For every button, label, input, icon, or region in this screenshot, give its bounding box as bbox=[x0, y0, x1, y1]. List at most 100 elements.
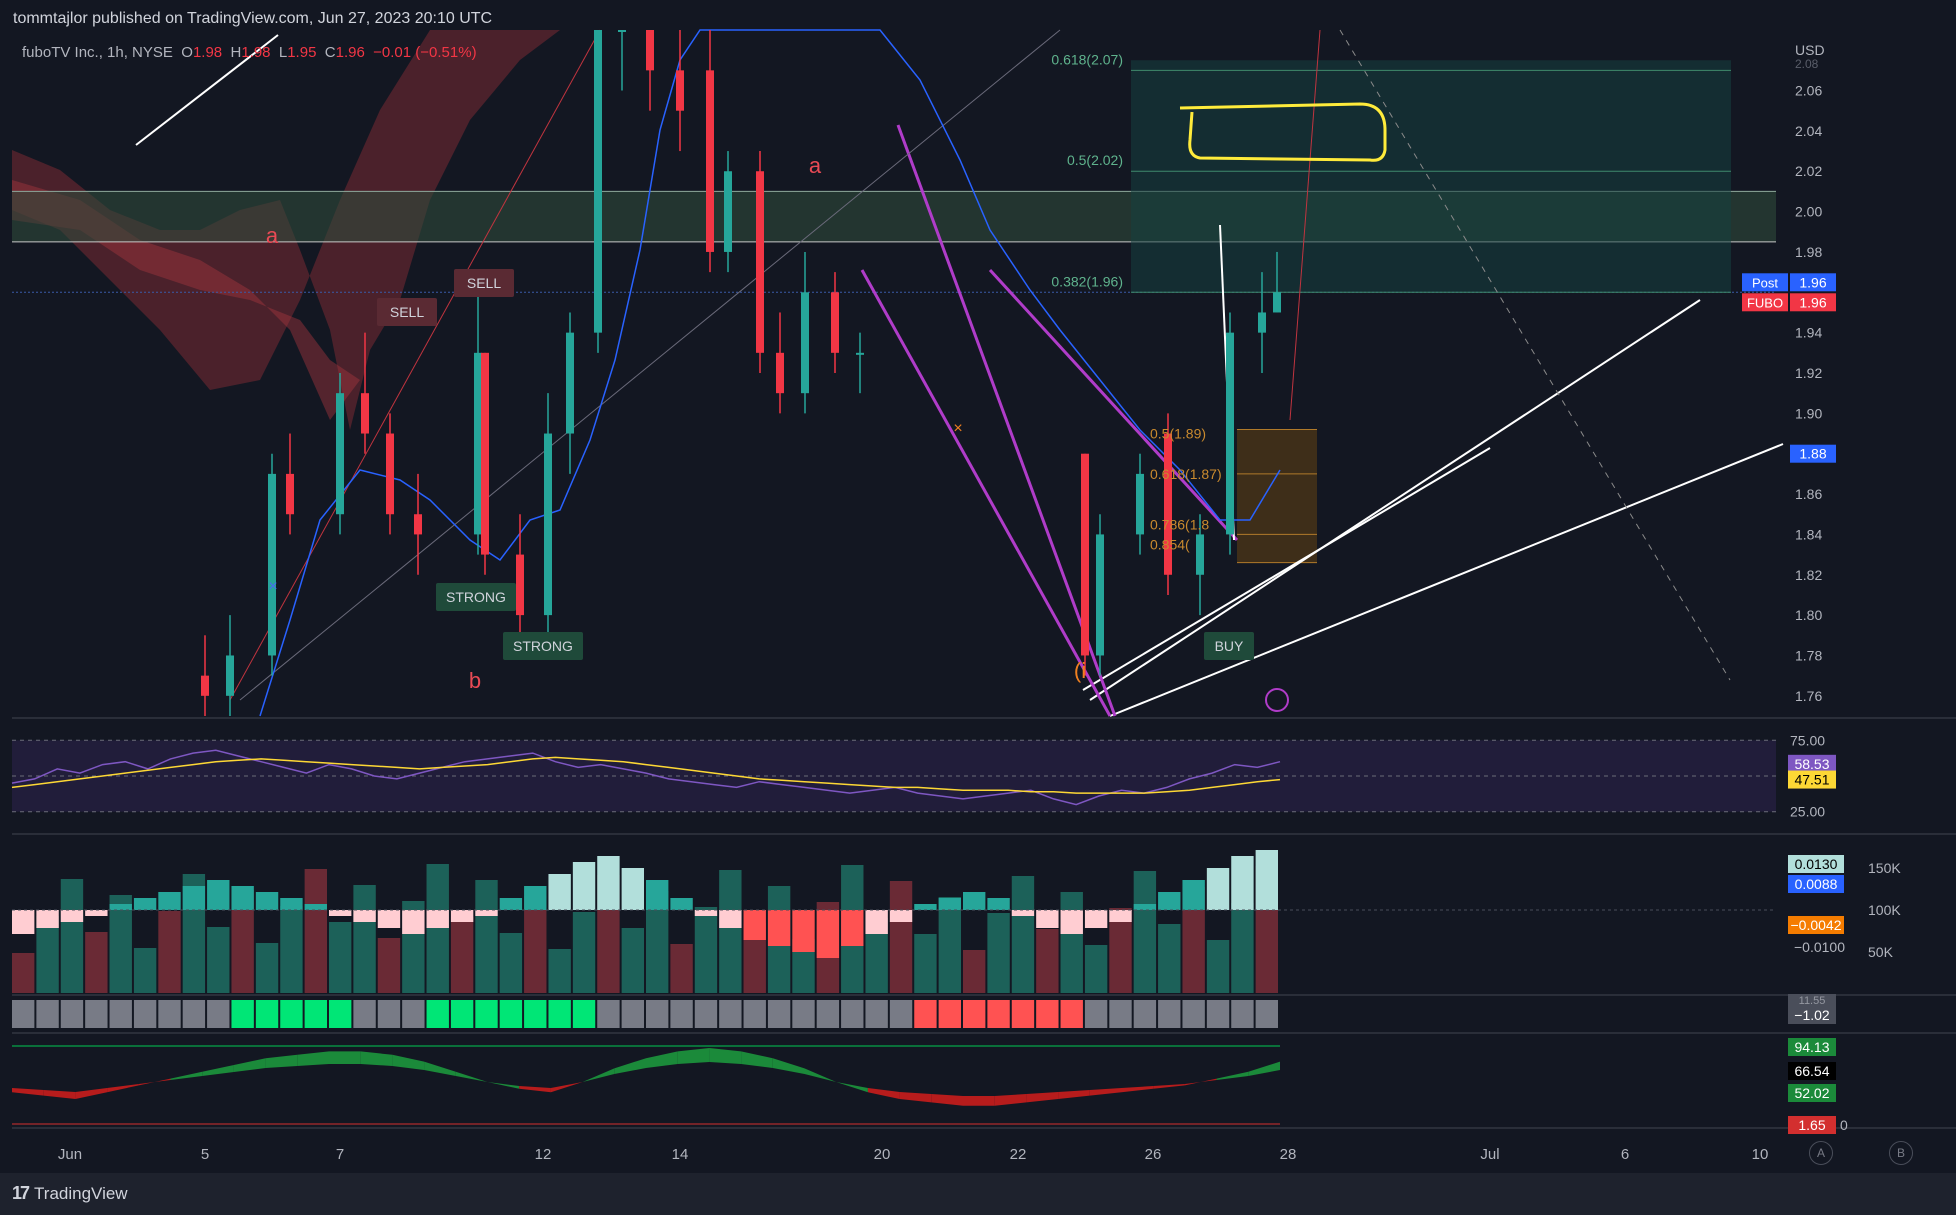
volume-bar bbox=[914, 934, 937, 993]
macd-hist-bar bbox=[1036, 910, 1059, 928]
macd-hist-bar bbox=[889, 910, 913, 922]
trend-fill bbox=[392, 1054, 425, 1070]
macd-hist-bar bbox=[280, 898, 303, 910]
macd-hist-bar bbox=[109, 904, 132, 910]
time-tick: Jun bbox=[58, 1146, 82, 1163]
time-tick: 12 bbox=[535, 1146, 552, 1163]
volume-bar bbox=[694, 907, 718, 993]
yellow-drawing bbox=[1179, 102, 1387, 162]
trend-fill bbox=[1089, 1088, 1122, 1096]
rsi-badge bbox=[1788, 754, 1836, 773]
trend-badge-value: 52.02 bbox=[1794, 1085, 1829, 1101]
momentum-bar bbox=[1158, 1000, 1181, 1028]
macd-hist-bar bbox=[1109, 910, 1132, 922]
volume-bar bbox=[158, 911, 181, 993]
momentum-bar bbox=[719, 1000, 742, 1028]
volume-bar bbox=[36, 916, 59, 993]
trend-fill bbox=[582, 1068, 615, 1082]
auto-scale-button[interactable]: A bbox=[1809, 1141, 1833, 1165]
momentum-bar bbox=[1133, 1000, 1157, 1028]
macd-hist-bar bbox=[865, 910, 888, 934]
signal-label: SELL bbox=[390, 304, 424, 320]
trend-fill bbox=[614, 1058, 646, 1074]
macd-hist-bar bbox=[475, 910, 498, 916]
signal-box bbox=[377, 298, 437, 326]
candle bbox=[856, 332, 864, 394]
time-tick: 7 bbox=[336, 1146, 344, 1163]
legend-change: −0.01 (−0.51%) bbox=[373, 44, 477, 61]
candle bbox=[676, 30, 684, 152]
macd-hist-bar bbox=[841, 910, 864, 946]
macd-badge bbox=[1788, 855, 1844, 873]
candle-body bbox=[481, 352, 489, 555]
candle bbox=[286, 433, 294, 535]
candle-body bbox=[226, 655, 234, 696]
price-tick: 1.84 bbox=[1795, 526, 1822, 542]
fib-level-label: 0.5(2.02) bbox=[1067, 152, 1123, 168]
time-tick: 14 bbox=[672, 1146, 689, 1163]
trend-fill bbox=[1153, 1084, 1185, 1089]
macd-hist-bar bbox=[597, 856, 620, 910]
momentum-bar bbox=[353, 1000, 376, 1028]
volume-bar bbox=[280, 906, 303, 993]
time-tick: 6 bbox=[1621, 1146, 1629, 1163]
candle-body bbox=[414, 514, 422, 535]
momentum-bar bbox=[548, 1000, 571, 1028]
trend-badge bbox=[1788, 1038, 1836, 1056]
trend-line bbox=[1109, 443, 1784, 717]
signal-box bbox=[436, 583, 516, 611]
time-tick: 20 bbox=[874, 1146, 891, 1163]
volume-bar bbox=[865, 918, 888, 993]
log-scale-button[interactable]: B bbox=[1889, 1141, 1913, 1165]
candle-body bbox=[646, 30, 654, 71]
trend-fill bbox=[931, 1094, 963, 1106]
signal-box bbox=[454, 269, 514, 297]
candle bbox=[414, 473, 422, 575]
tradingview-logo[interactable]: 17 TradingView bbox=[12, 1183, 128, 1204]
momentum-bar bbox=[133, 1000, 157, 1028]
candle-body bbox=[1081, 453, 1089, 656]
macd-badge-value: 0.0130 bbox=[1795, 856, 1838, 872]
candle bbox=[1273, 251, 1281, 313]
momentum-bar bbox=[85, 1000, 108, 1028]
trend-badge bbox=[1788, 1062, 1836, 1080]
price-badge-tag-text: Post bbox=[1752, 275, 1778, 290]
trend-fill bbox=[138, 1078, 171, 1086]
candle bbox=[474, 292, 482, 555]
candle bbox=[544, 393, 552, 636]
rsi-tick: 25.00 bbox=[1790, 804, 1825, 820]
wave-label: a bbox=[809, 153, 822, 178]
macd-badge bbox=[1788, 916, 1844, 934]
price-tick: 2.02 bbox=[1795, 163, 1822, 179]
candle bbox=[1096, 514, 1104, 676]
macd-hist-bar bbox=[60, 910, 84, 922]
trend-line bbox=[1082, 447, 1491, 691]
price-tick: 1.82 bbox=[1795, 567, 1822, 583]
momentum-bar bbox=[841, 1000, 864, 1028]
candle-body bbox=[336, 393, 344, 515]
momentum-bar bbox=[377, 1000, 401, 1028]
currency-label: USD bbox=[1795, 42, 1825, 58]
volume-bar bbox=[987, 913, 1010, 993]
momentum-bar bbox=[402, 1000, 425, 1028]
trend-fill bbox=[360, 1051, 393, 1066]
momentum-bar bbox=[450, 1000, 474, 1028]
macd-hist-bar bbox=[426, 910, 449, 928]
candle-body bbox=[1096, 534, 1104, 656]
macd-hist-bar bbox=[1255, 850, 1278, 910]
macd-hist-bar bbox=[572, 862, 596, 910]
trend-fill bbox=[1058, 1090, 1090, 1099]
macd-hist-bar bbox=[816, 910, 840, 958]
volume-bar bbox=[255, 943, 279, 993]
candle-body bbox=[706, 70, 714, 252]
candle-body bbox=[516, 554, 524, 616]
candle-body bbox=[856, 352, 864, 355]
candles bbox=[201, 30, 1281, 716]
tradingview-logo-icon: 17 bbox=[12, 1183, 30, 1203]
volume-bar bbox=[1036, 929, 1059, 993]
candle-body bbox=[544, 433, 552, 616]
trend-fill bbox=[170, 1071, 203, 1080]
chart-drawings bbox=[135, 29, 1784, 717]
macd-hist-bar bbox=[377, 910, 401, 928]
